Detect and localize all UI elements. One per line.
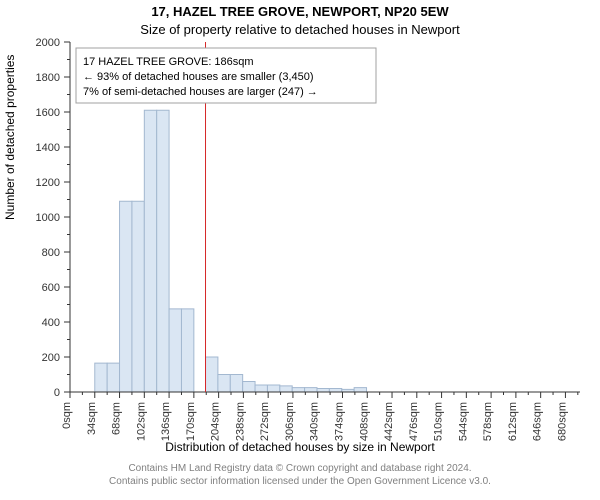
histogram-bar xyxy=(95,363,107,392)
plot-area: 02004006008001000120014001600180020000sq… xyxy=(70,42,580,392)
chart-svg: 02004006008001000120014001600180020000sq… xyxy=(70,42,580,392)
y-tick-label: 200 xyxy=(42,352,60,364)
histogram-bar xyxy=(132,201,144,392)
chart-container: 17, HAZEL TREE GROVE, NEWPORT, NP20 5EW … xyxy=(0,0,600,500)
y-tick-label: 1800 xyxy=(36,72,60,84)
histogram-bar xyxy=(329,389,341,393)
histogram-bar xyxy=(107,363,119,392)
histogram-bar xyxy=(157,110,169,392)
histogram-bar xyxy=(230,375,242,393)
histogram-bar xyxy=(218,375,230,393)
annotation-line: 7% of semi-detached houses are larger (2… xyxy=(83,86,318,98)
histogram-bar xyxy=(181,309,193,392)
x-tick-label: 646sqm xyxy=(532,402,544,441)
x-tick-label: 102sqm xyxy=(135,402,147,441)
x-tick-label: 170sqm xyxy=(185,402,197,441)
histogram-bar xyxy=(255,385,267,392)
histogram-bar xyxy=(120,201,132,392)
x-tick-label: 374sqm xyxy=(333,402,345,441)
histogram-bar xyxy=(317,389,329,393)
x-tick-label: 612sqm xyxy=(507,402,519,441)
histogram-bar xyxy=(267,385,279,392)
chart-title-main: 17, HAZEL TREE GROVE, NEWPORT, NP20 5EW xyxy=(0,4,600,19)
x-tick-label: 510sqm xyxy=(433,402,445,441)
x-tick-label: 204sqm xyxy=(210,402,222,441)
annotation-line: ← 93% of detached houses are smaller (3,… xyxy=(83,71,314,83)
x-tick-label: 34sqm xyxy=(86,402,98,435)
histogram-bar xyxy=(305,388,317,392)
y-tick-label: 1600 xyxy=(36,107,60,119)
y-tick-label: 600 xyxy=(42,282,60,294)
y-tick-label: 800 xyxy=(42,247,60,259)
x-tick-label: 306sqm xyxy=(284,402,296,441)
histogram-bar xyxy=(169,309,181,392)
y-tick-label: 1200 xyxy=(36,177,60,189)
y-tick-label: 2000 xyxy=(36,37,60,49)
x-tick-label: 578sqm xyxy=(482,402,494,441)
histogram-bar xyxy=(354,388,366,392)
x-axis-label: Distribution of detached houses by size … xyxy=(0,440,600,454)
x-tick-label: 68sqm xyxy=(111,402,123,435)
x-tick-label: 442sqm xyxy=(383,402,395,441)
x-tick-label: 136sqm xyxy=(160,402,172,441)
histogram-bar xyxy=(292,388,304,392)
y-axis-label: Number of detached properties xyxy=(3,55,17,220)
x-tick-label: 272sqm xyxy=(259,402,271,441)
y-tick-label: 1400 xyxy=(36,142,60,154)
x-tick-label: 680sqm xyxy=(556,402,568,441)
footer-line-1: Contains HM Land Registry data © Crown c… xyxy=(128,463,471,474)
x-tick-label: 340sqm xyxy=(309,402,321,441)
x-tick-label: 408sqm xyxy=(358,402,370,441)
y-tick-label: 1000 xyxy=(36,212,60,224)
x-tick-label: 544sqm xyxy=(457,402,469,441)
footer-line-2: Contains public sector information licen… xyxy=(109,476,491,487)
y-tick-label: 0 xyxy=(54,387,60,399)
x-tick-label: 476sqm xyxy=(408,402,420,441)
annotation-line: 17 HAZEL TREE GROVE: 186sqm xyxy=(83,56,254,68)
histogram-bar xyxy=(144,110,156,392)
chart-title-sub: Size of property relative to detached ho… xyxy=(0,22,600,37)
histogram-bar xyxy=(206,357,218,392)
chart-footer: Contains HM Land Registry data © Crown c… xyxy=(0,462,600,488)
histogram-bar xyxy=(243,382,255,393)
y-tick-label: 400 xyxy=(42,317,60,329)
x-tick-label: 238sqm xyxy=(234,402,246,441)
histogram-bar xyxy=(280,386,292,392)
x-tick-label: 0sqm xyxy=(61,402,73,429)
